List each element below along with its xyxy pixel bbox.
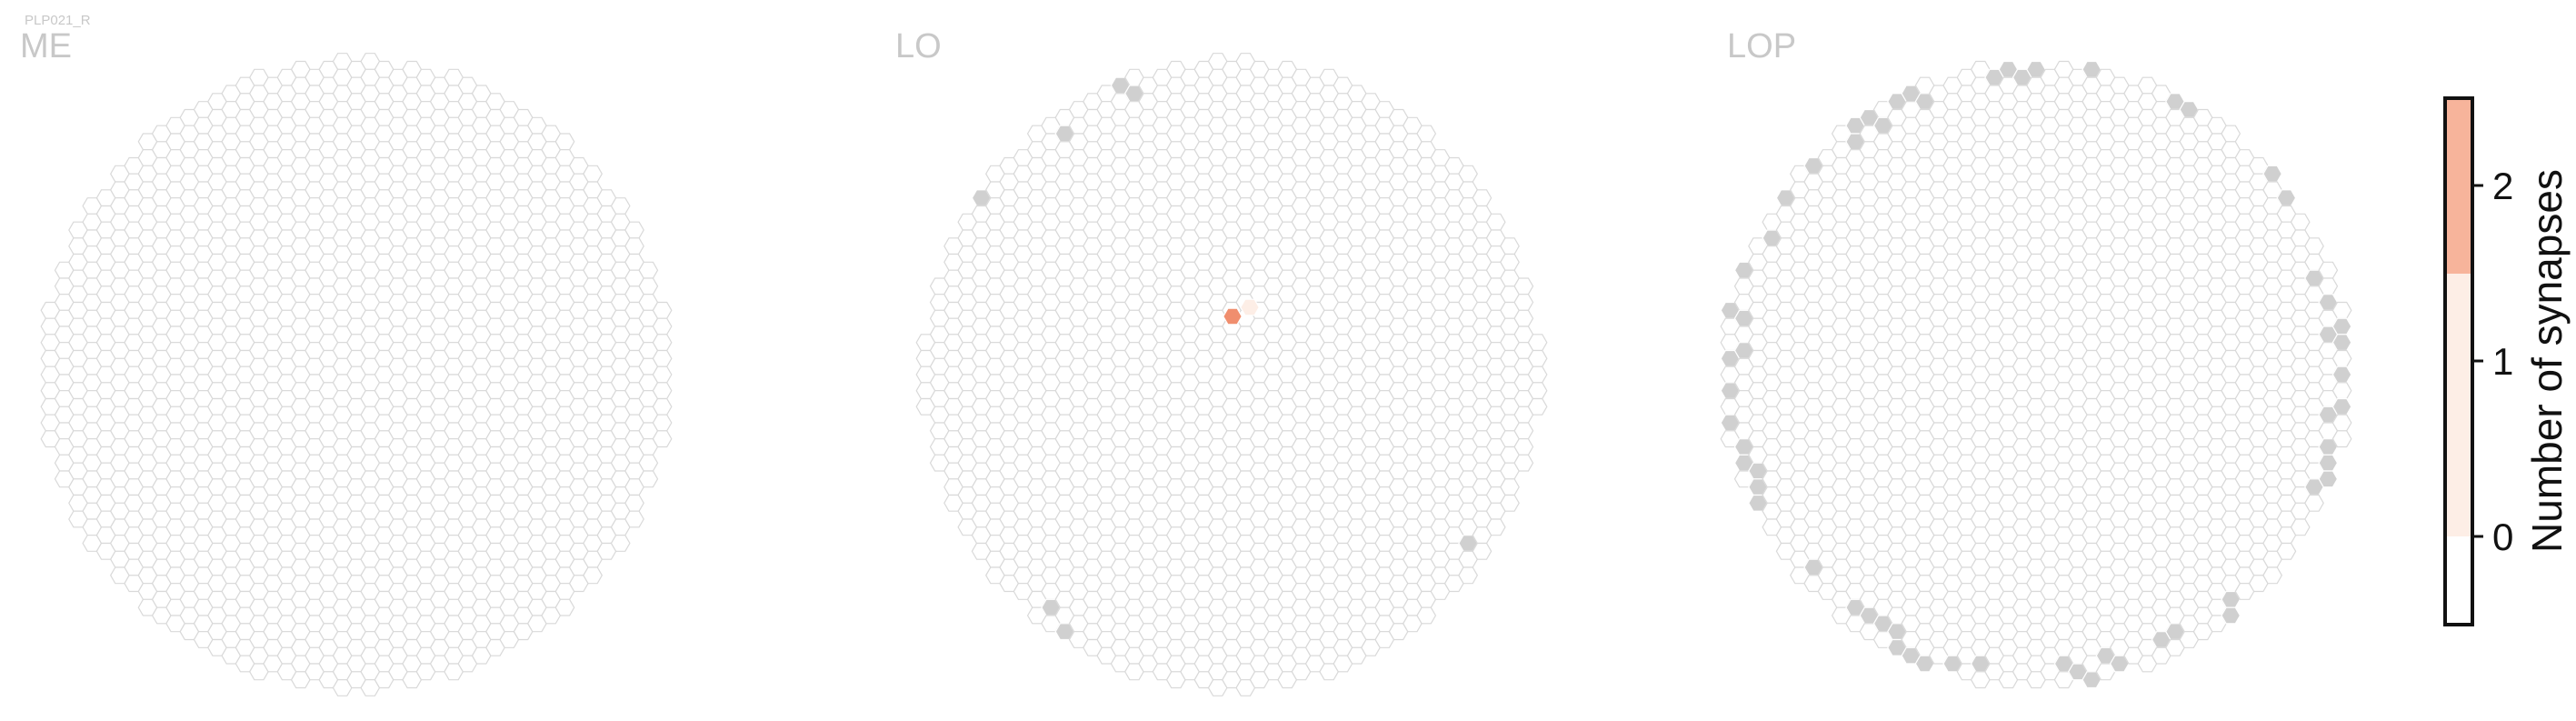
hex-cell: [2290, 518, 2311, 536]
colorbar: 2 1 0 Number of synapses: [2443, 96, 2571, 626]
hex-cell: [1527, 334, 1548, 352]
hex-cell-synapses-2: [1223, 307, 1243, 325]
hex-cell: [638, 454, 659, 472]
hex-cell: [652, 382, 673, 400]
hex-cell: [652, 414, 673, 432]
hex-cell-synapses-1: [1240, 298, 1260, 316]
hex-cell: [1527, 366, 1548, 384]
hex-cell: [1500, 494, 1520, 512]
hex-cell: [2331, 349, 2352, 367]
hex-cell: [1485, 518, 1506, 536]
hex-cell: [554, 133, 575, 151]
hex-cell: [2304, 494, 2324, 512]
hex-cell: [1458, 165, 1478, 183]
hex-cell: [1472, 189, 1493, 207]
colorbar-tick-label-2: 2: [2492, 165, 2513, 207]
region-label-lop: LOP: [1727, 27, 1796, 65]
hex-cell: [1513, 309, 1534, 327]
hex-cell: [624, 494, 644, 512]
hex-cell-no-data: [2331, 334, 2352, 352]
hex-cell: [1416, 606, 1437, 625]
hex-cell: [1500, 237, 1520, 255]
hex-cell: [652, 334, 673, 352]
hex-cell: [2331, 414, 2352, 432]
hex-cell-no-data: [2276, 189, 2297, 207]
hex-cell: [2331, 301, 2352, 319]
hex-cell-no-data: [2331, 397, 2352, 416]
hex-cell: [652, 317, 673, 335]
hex-cell-no-data: [2318, 470, 2339, 488]
hex-cell: [2290, 213, 2311, 231]
hex-cell: [624, 221, 644, 239]
hex-cell: [2262, 566, 2282, 585]
colorbar-title: Number of synapses: [2523, 169, 2571, 553]
hex-grid-lop: [1720, 60, 2352, 689]
region-label-me: ME: [20, 27, 72, 65]
hex-cell: [652, 301, 673, 319]
hex-cell: [2276, 542, 2297, 560]
panel-me: ME: [20, 27, 673, 696]
hex-cell: [2331, 382, 2352, 400]
colorbar-segment-0: [2445, 536, 2472, 625]
hex-cell: [2304, 237, 2324, 255]
hex-cell: [583, 165, 603, 183]
hex-cell: [610, 197, 631, 215]
hex-cell: [638, 277, 659, 295]
hex-cell: [638, 470, 659, 488]
hex-cell-no-data: [2318, 454, 2339, 472]
colorbar-segment-1: [2445, 274, 2472, 536]
hex-cell: [1513, 277, 1534, 295]
hex-cell: [652, 397, 673, 416]
hex-cell-no-data: [2331, 366, 2352, 384]
hex-cell: [1513, 438, 1534, 456]
hex-cell: [1458, 566, 1478, 585]
colorbar-tick-label-1: 1: [2492, 340, 2513, 383]
hex-cell: [2318, 261, 2339, 279]
hex-cell: [1527, 397, 1548, 416]
colorbar-tick-label-0: 0: [2492, 516, 2513, 558]
hex-cell: [2318, 277, 2339, 295]
hex-cell: [2221, 125, 2242, 143]
hex-grid-lo: [915, 53, 1548, 696]
hex-cell: [610, 535, 631, 552]
hex-cell: [1527, 382, 1548, 400]
hex-cell: [624, 510, 644, 528]
neuron-label: PLP021_R: [25, 13, 91, 28]
hex-cell: [652, 349, 673, 367]
hex-cell: [1513, 294, 1534, 311]
hex-cell: [583, 566, 603, 585]
hex-cell-no-data: [2331, 317, 2352, 335]
hex-cell: [1513, 454, 1534, 472]
panel-lo: LO: [895, 27, 1548, 696]
hex-cell: [1527, 349, 1548, 367]
hex-cell: [652, 430, 673, 448]
hex-cell-no-data: [2221, 606, 2242, 625]
hex-cell: [1416, 125, 1437, 143]
hex-cell: [554, 598, 575, 616]
colorbar-segment-2: [2445, 98, 2472, 274]
hex-cell: [638, 261, 659, 279]
hex-cell: [624, 237, 644, 255]
hex-cell: [652, 366, 673, 384]
hex-cell: [1485, 213, 1506, 231]
hex-cell: [1472, 542, 1493, 560]
hex-cell: [1500, 478, 1520, 496]
region-label-lo: LO: [895, 27, 942, 65]
hex-cell: [1513, 422, 1534, 440]
hex-cell: [2331, 430, 2352, 448]
hex-cell-no-data: [2262, 165, 2282, 183]
hex-grid-me: [40, 53, 673, 696]
panel-lop: LOP: [1720, 27, 2352, 689]
hex-cell: [1500, 253, 1520, 271]
